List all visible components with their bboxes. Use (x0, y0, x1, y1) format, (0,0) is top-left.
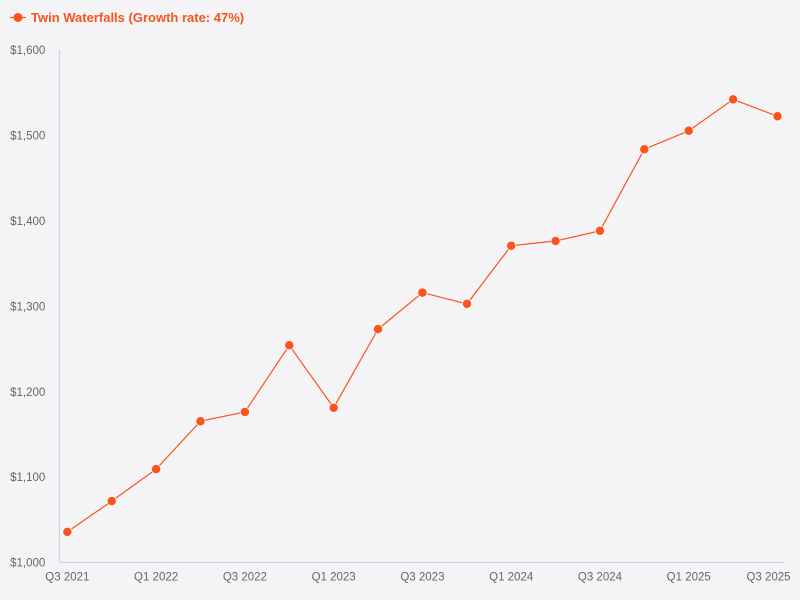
svg-text:Q3 2023: Q3 2023 (400, 572, 444, 584)
svg-text:Q1 2025: Q1 2025 (667, 572, 711, 584)
svg-text:$1,300: $1,300 (10, 301, 45, 313)
svg-text:Q3 2022: Q3 2022 (223, 572, 267, 584)
svg-text:$1,400: $1,400 (10, 216, 45, 228)
svg-text:$1,000: $1,000 (10, 558, 45, 570)
svg-text:$1,100: $1,100 (10, 472, 45, 484)
svg-text:$1,500: $1,500 (10, 131, 45, 143)
svg-text:Q1 2022: Q1 2022 (134, 572, 178, 584)
svg-text:Q3 2025: Q3 2025 (746, 572, 790, 584)
svg-text:$1,200: $1,200 (10, 387, 45, 399)
svg-text:Q3 2024: Q3 2024 (578, 572, 623, 584)
svg-text:Q1 2024: Q1 2024 (489, 572, 534, 584)
svg-text:Q3 2021: Q3 2021 (45, 572, 89, 584)
svg-text:$1,600: $1,600 (10, 45, 45, 57)
svg-text:Twin Waterfalls (Growth rate:: Twin Waterfalls (Growth rate: 47%) (31, 10, 244, 25)
svg-text:Q1 2023: Q1 2023 (312, 572, 356, 584)
